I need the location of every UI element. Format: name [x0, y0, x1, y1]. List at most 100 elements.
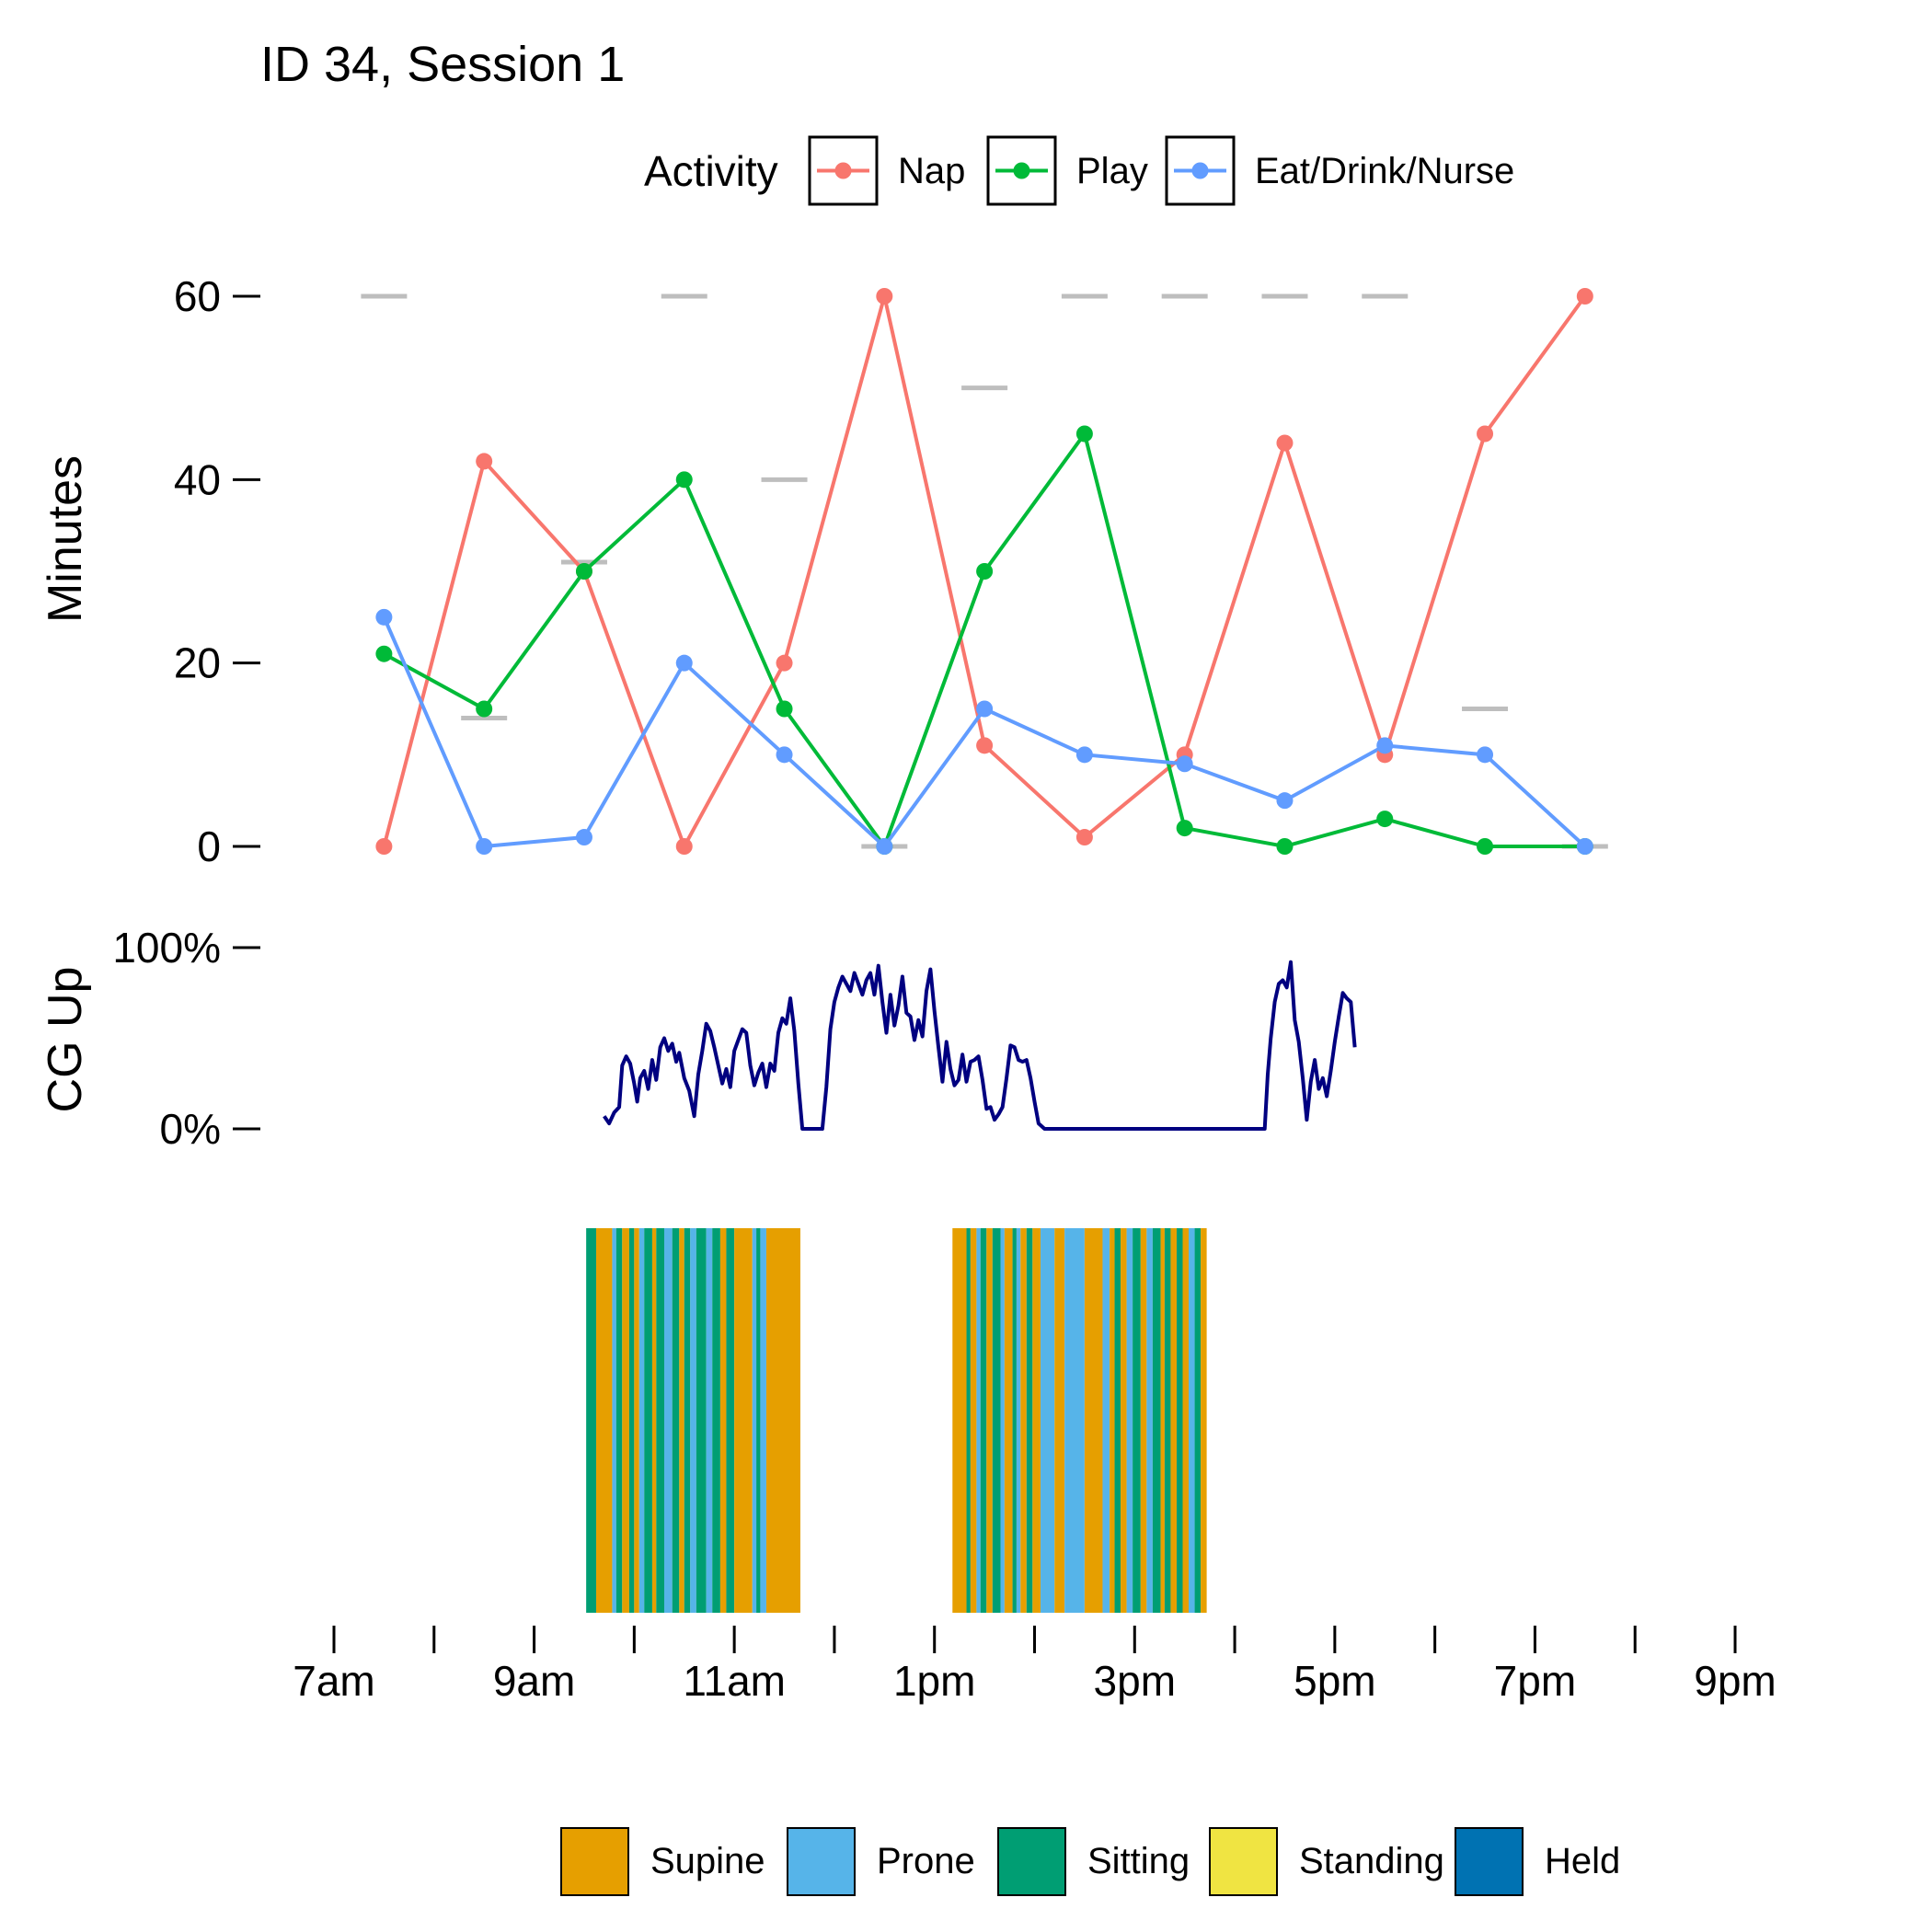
chart-title: ID 34, Session 1 [260, 37, 625, 92]
posture-segment [986, 1228, 993, 1613]
posture-segment [1102, 1228, 1110, 1613]
posture-segment [1160, 1228, 1165, 1613]
posture-segment [586, 1228, 597, 1613]
posture-segment [1000, 1228, 1005, 1613]
time-axis: 7am 9am 11am 1pm 3pm 5pm 7pm 9pm [293, 1626, 1777, 1705]
posture-segment [1126, 1228, 1133, 1613]
data-point [1276, 434, 1294, 452]
posture-segment [1176, 1228, 1183, 1613]
legend-label-eat-drink-nurse: Eat/Drink/Nurse [1255, 151, 1514, 191]
data-point [976, 737, 994, 754]
posture-legend-label-sitting: Sitting [1087, 1841, 1190, 1881]
data-point [976, 700, 994, 718]
posture-legend-swatch [560, 1827, 629, 1896]
data-point [575, 829, 592, 846]
posture-segment [684, 1228, 691, 1613]
data-point [476, 453, 493, 470]
posture-segment [992, 1228, 1001, 1613]
posture-segment [1114, 1228, 1121, 1613]
data-point [1176, 820, 1193, 837]
legend-key-point [1191, 162, 1209, 179]
posture-segment [651, 1228, 657, 1613]
time-tick-label: 1pm [893, 1657, 975, 1705]
minutes-axis-label: Minutes [39, 455, 92, 623]
posture-segment [644, 1228, 652, 1613]
time-tick-label: 7am [293, 1657, 374, 1705]
posture-legend: Supine Prone Sitting Standing Held [560, 1827, 1620, 1896]
minutes-tick-label: 0 [197, 822, 221, 870]
legend-label-nap: Nap [898, 151, 965, 191]
data-point [375, 645, 393, 662]
cg-up-tick-label: 0% [160, 1105, 221, 1153]
posture-segment [966, 1228, 971, 1613]
data-point [876, 288, 893, 305]
posture-legend-label-supine: Supine [650, 1841, 765, 1881]
time-tick-label: 9pm [1694, 1657, 1776, 1705]
posture-segment [1164, 1228, 1171, 1613]
posture-segment [1041, 1228, 1055, 1613]
data-point [776, 700, 793, 718]
posture-segment [756, 1228, 761, 1613]
posture-segment [1004, 1228, 1013, 1613]
posture-segment [970, 1228, 977, 1613]
time-tick-label: 7pm [1494, 1657, 1576, 1705]
posture-segment [612, 1228, 616, 1613]
data-point [1576, 838, 1593, 855]
data-point [1376, 737, 1394, 754]
posture-segment [952, 1228, 967, 1613]
activity-legend: Activity Nap Play Eat/Drink/Nurse [644, 135, 1514, 206]
reference-marks [361, 293, 1608, 849]
time-tick-label: 3pm [1094, 1657, 1176, 1705]
data-point [1477, 746, 1494, 764]
data-point [976, 563, 994, 580]
posture-segment [628, 1228, 635, 1613]
posture-segment [1016, 1228, 1021, 1613]
posture-legend-swatch [1209, 1827, 1278, 1896]
legend-key-point [1013, 162, 1030, 179]
series-line-play [383, 429, 1585, 851]
minutes-tick-label: 60 [174, 272, 221, 320]
posture-segment [760, 1228, 766, 1613]
posture-timeline [586, 1228, 1207, 1613]
data-point [876, 838, 893, 855]
cg-up-line [603, 960, 1357, 1131]
time-tick-label: 5pm [1294, 1657, 1375, 1705]
data-point [476, 838, 493, 855]
legend-label-play: Play [1076, 151, 1148, 191]
data-point [1477, 838, 1494, 855]
minutes-tick-label: 40 [174, 455, 221, 503]
posture-segment [1170, 1228, 1177, 1613]
time-tick-label: 9am [493, 1657, 575, 1705]
posture-segment [1084, 1228, 1103, 1613]
data-point [476, 700, 493, 718]
activity-series [375, 288, 1593, 855]
posture-segment [726, 1228, 735, 1613]
data-point [1075, 829, 1093, 846]
posture-segment [719, 1228, 727, 1613]
posture-legend-label-prone: Prone [877, 1841, 975, 1881]
posture-segment [1133, 1228, 1141, 1613]
cg-up-axis: 0% 100% [112, 924, 260, 1153]
data-point [1376, 811, 1394, 828]
posture-legend-swatch [787, 1827, 856, 1896]
posture-segment [663, 1228, 673, 1613]
data-point [776, 746, 793, 764]
data-point [675, 838, 693, 855]
posture-segment [734, 1228, 753, 1613]
posture-segment [1020, 1228, 1027, 1613]
cg-up-tick-label: 100% [112, 924, 221, 972]
data-point [1276, 838, 1294, 855]
posture-segment [656, 1228, 664, 1613]
posture-legend-label-standing: Standing [1299, 1841, 1444, 1881]
minutes-axis: 0 20 40 60 [174, 272, 260, 870]
posture-segment [690, 1228, 696, 1613]
posture-segment [1032, 1228, 1041, 1613]
posture-segment [1201, 1228, 1207, 1613]
posture-segment [622, 1228, 629, 1613]
posture-legend-swatch [997, 1827, 1066, 1896]
data-point [1576, 288, 1593, 305]
data-point [1477, 425, 1494, 443]
posture-segment [1110, 1228, 1115, 1613]
data-point [575, 563, 592, 580]
posture-segment [696, 1228, 707, 1613]
